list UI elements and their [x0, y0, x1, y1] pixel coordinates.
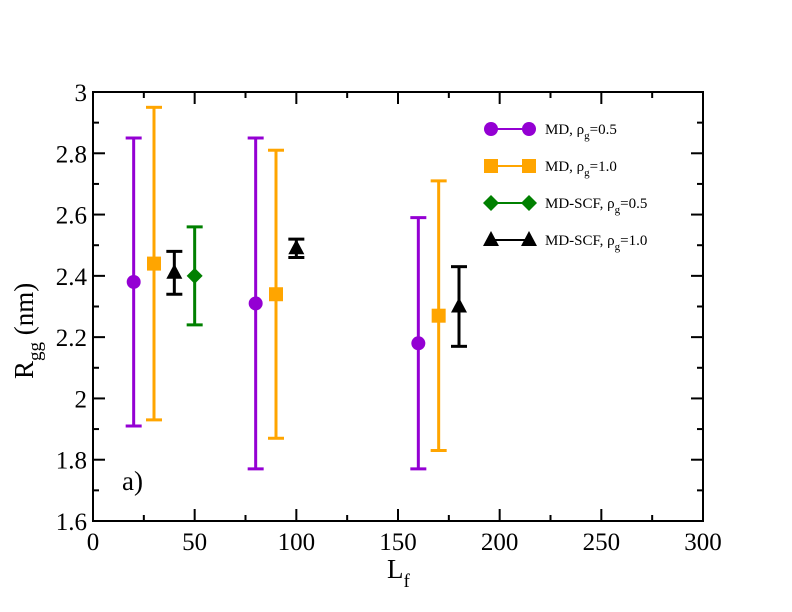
x-axis-label-main: L — [387, 554, 404, 584]
tick-labels: 0 50 100 150 200 250 300 1.6 1.8 2 2.2 2.4 2.6 2.8 3 — [56, 80, 722, 556]
y-tick-label: 1.8 — [56, 448, 87, 475]
legend-entry: MD-SCF, ρg=0.5 — [483, 195, 647, 216]
tick-marks — [92, 91, 704, 522]
legend-marker-right — [522, 122, 536, 136]
data-point — [126, 274, 141, 289]
legend-marker-right — [522, 159, 536, 173]
y-axis-label-suffix: (nm) — [9, 283, 39, 342]
data-point — [451, 297, 467, 313]
series-circle — [125, 136, 427, 471]
legend-label-sub: g — [615, 204, 621, 216]
legend-label: MD, ρg=0.5 — [545, 122, 617, 142]
legend-entry: MD, ρg=0.5 — [484, 122, 617, 142]
y-tick-label: 3 — [75, 80, 88, 107]
x-tick-label: 0 — [87, 529, 100, 556]
legend-label-main: MD-SCF, ρ — [545, 196, 615, 212]
y-axis-label-main: R — [9, 361, 39, 379]
x-axis-label: Lf — [387, 554, 411, 592]
series-diamond — [186, 225, 203, 327]
legend-label: MD-SCF, ρg=0.5 — [545, 196, 647, 216]
data-point — [431, 308, 446, 323]
legend-marker-left — [483, 195, 499, 211]
x-tick-label: 50 — [182, 529, 207, 556]
panel-label: a) — [122, 466, 143, 496]
x-tick-label: 150 — [379, 529, 417, 556]
legend-label-suffix: =1.0 — [590, 159, 617, 175]
legend-label-sub: g — [584, 130, 590, 142]
y-tick-label: 2.6 — [56, 203, 87, 230]
x-tick-label: 200 — [481, 529, 519, 556]
legend-label: MD, ρg=1.0 — [545, 159, 617, 179]
y-tick-label: 1.6 — [56, 509, 87, 536]
legend-label-sub: g — [615, 241, 621, 253]
y-axis-label-sub: gg — [25, 341, 46, 361]
data-point — [147, 256, 161, 271]
data-point — [186, 267, 203, 284]
data-point — [166, 263, 183, 279]
y-tick-label: 2.2 — [56, 325, 87, 352]
legend-entry: MD-SCF, ρg=1.0 — [483, 231, 647, 253]
data-point — [411, 336, 426, 351]
x-tick-label: 300 — [684, 529, 722, 556]
data-point — [248, 296, 263, 311]
legend-label-suffix: =0.5 — [620, 196, 647, 212]
series-square — [146, 105, 447, 453]
y-tick-label: 2 — [75, 386, 88, 413]
legend-label-suffix: =1.0 — [620, 233, 647, 249]
y-axis-label: Rgg (nm) — [9, 283, 46, 379]
y-tick-label: 2.4 — [56, 264, 88, 291]
data-point — [269, 287, 283, 302]
y-tick-label: 2.8 — [56, 141, 87, 168]
data-point — [288, 239, 305, 255]
legend-marker-right — [521, 195, 537, 211]
x-axis-label-sub: f — [404, 571, 411, 592]
legend: MD, ρg=0.5MD, ρg=1.0MD-SCF, ρg=0.5MD-SCF… — [483, 122, 647, 253]
legend-marker-left — [484, 159, 498, 173]
legend-label-sub: g — [584, 167, 590, 179]
legend-label: MD-SCF, ρg=1.0 — [545, 233, 647, 253]
legend-entry: MD, ρg=1.0 — [484, 159, 617, 179]
x-tick-label: 250 — [583, 529, 621, 556]
legend-label-suffix: =0.5 — [590, 122, 617, 138]
legend-marker-right — [521, 231, 537, 246]
legend-label-main: MD, ρ — [545, 122, 584, 138]
legend-label-main: MD-SCF, ρ — [545, 233, 615, 249]
x-tick-label: 100 — [278, 529, 316, 556]
legend-marker-left — [483, 231, 499, 246]
series-triangle — [166, 237, 467, 348]
plot-frame — [92, 91, 704, 522]
legend-marker-left — [484, 122, 498, 136]
legend-label-main: MD, ρ — [545, 159, 584, 175]
series-layer — [125, 105, 467, 471]
